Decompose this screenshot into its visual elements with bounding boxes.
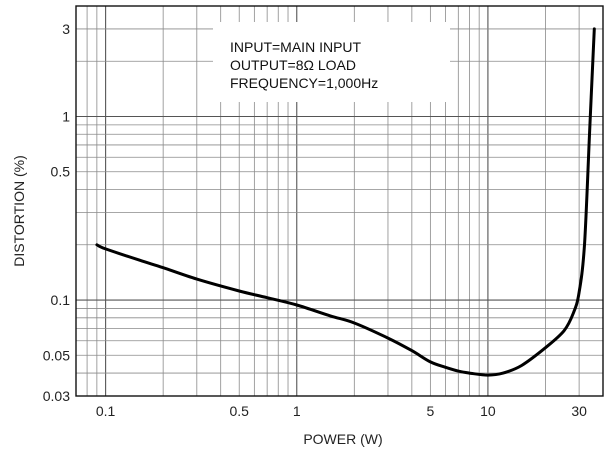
distortion-curve	[95, 27, 596, 377]
x-axis-title: POWER (W)	[303, 431, 382, 447]
x-tick-label: 0.5	[229, 403, 249, 419]
annotation-line-3: FREQUENCY=1,000Hz	[230, 75, 378, 91]
annotation-line-2: OUTPUT=8Ω LOAD	[230, 57, 356, 73]
x-tick-label: 30	[571, 403, 587, 419]
y-axis-title: DISTORTION (%)	[11, 155, 27, 267]
y-tick-label: 0.5	[51, 164, 71, 180]
y-tick-labels: 3 1 0.5 0.1 0.05 0.03	[43, 21, 70, 404]
annotation-line-1: INPUT=MAIN INPUT	[230, 39, 362, 55]
y-tick-label: 0.1	[51, 292, 71, 308]
series-layer	[95, 27, 596, 377]
annotation-background	[213, 22, 450, 102]
y-tick-label: 0.03	[43, 388, 70, 404]
x-tick-label: 0.1	[96, 403, 116, 419]
x-tick-label: 1	[293, 403, 301, 419]
y-tick-label: 0.05	[43, 347, 70, 363]
y-tick-label: 1	[62, 108, 70, 124]
x-tick-label: 10	[480, 403, 496, 419]
plot-frame	[75, 5, 604, 397]
x-tick-label: 5	[426, 403, 434, 419]
y-tick-label: 3	[62, 21, 70, 37]
x-tick-labels: 0.1 0.5 1 5 10 30	[96, 403, 587, 419]
annotation-box: INPUT=MAIN INPUT OUTPUT=8Ω LOAD FREQUENC…	[213, 22, 450, 102]
